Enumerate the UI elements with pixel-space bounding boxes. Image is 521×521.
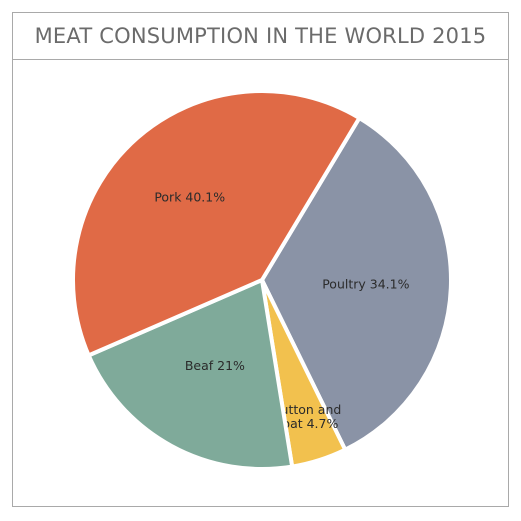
chart-title: MEAT CONSUMPTION IN THE WORLD 2015 [34, 24, 487, 48]
pie-slice-label-line: Goat 4.7% [273, 416, 339, 431]
pie-slice-pork [71, 89, 362, 358]
pie-slice-label: Mutton and Goat 4.7% [270, 402, 342, 431]
pie-slice-label: Poultry 34.1% [322, 276, 409, 291]
pie-slice-label-line: Mutton and [270, 402, 342, 417]
pie-slice-label: Beaf 21% [185, 358, 245, 373]
title-bar: MEAT CONSUMPTION IN THE WORLD 2015 [13, 13, 508, 60]
pie-slice-label: Pork 40.1% [154, 190, 225, 205]
pie-slice-label-line: Pork 40.1% [154, 190, 225, 205]
pie-slice-beaf [86, 278, 295, 471]
pie-slice-poultry [260, 115, 453, 452]
pie-slice-label-line: Beaf 21% [185, 358, 245, 373]
pie-slice-label-line: Poultry 34.1% [322, 276, 409, 291]
